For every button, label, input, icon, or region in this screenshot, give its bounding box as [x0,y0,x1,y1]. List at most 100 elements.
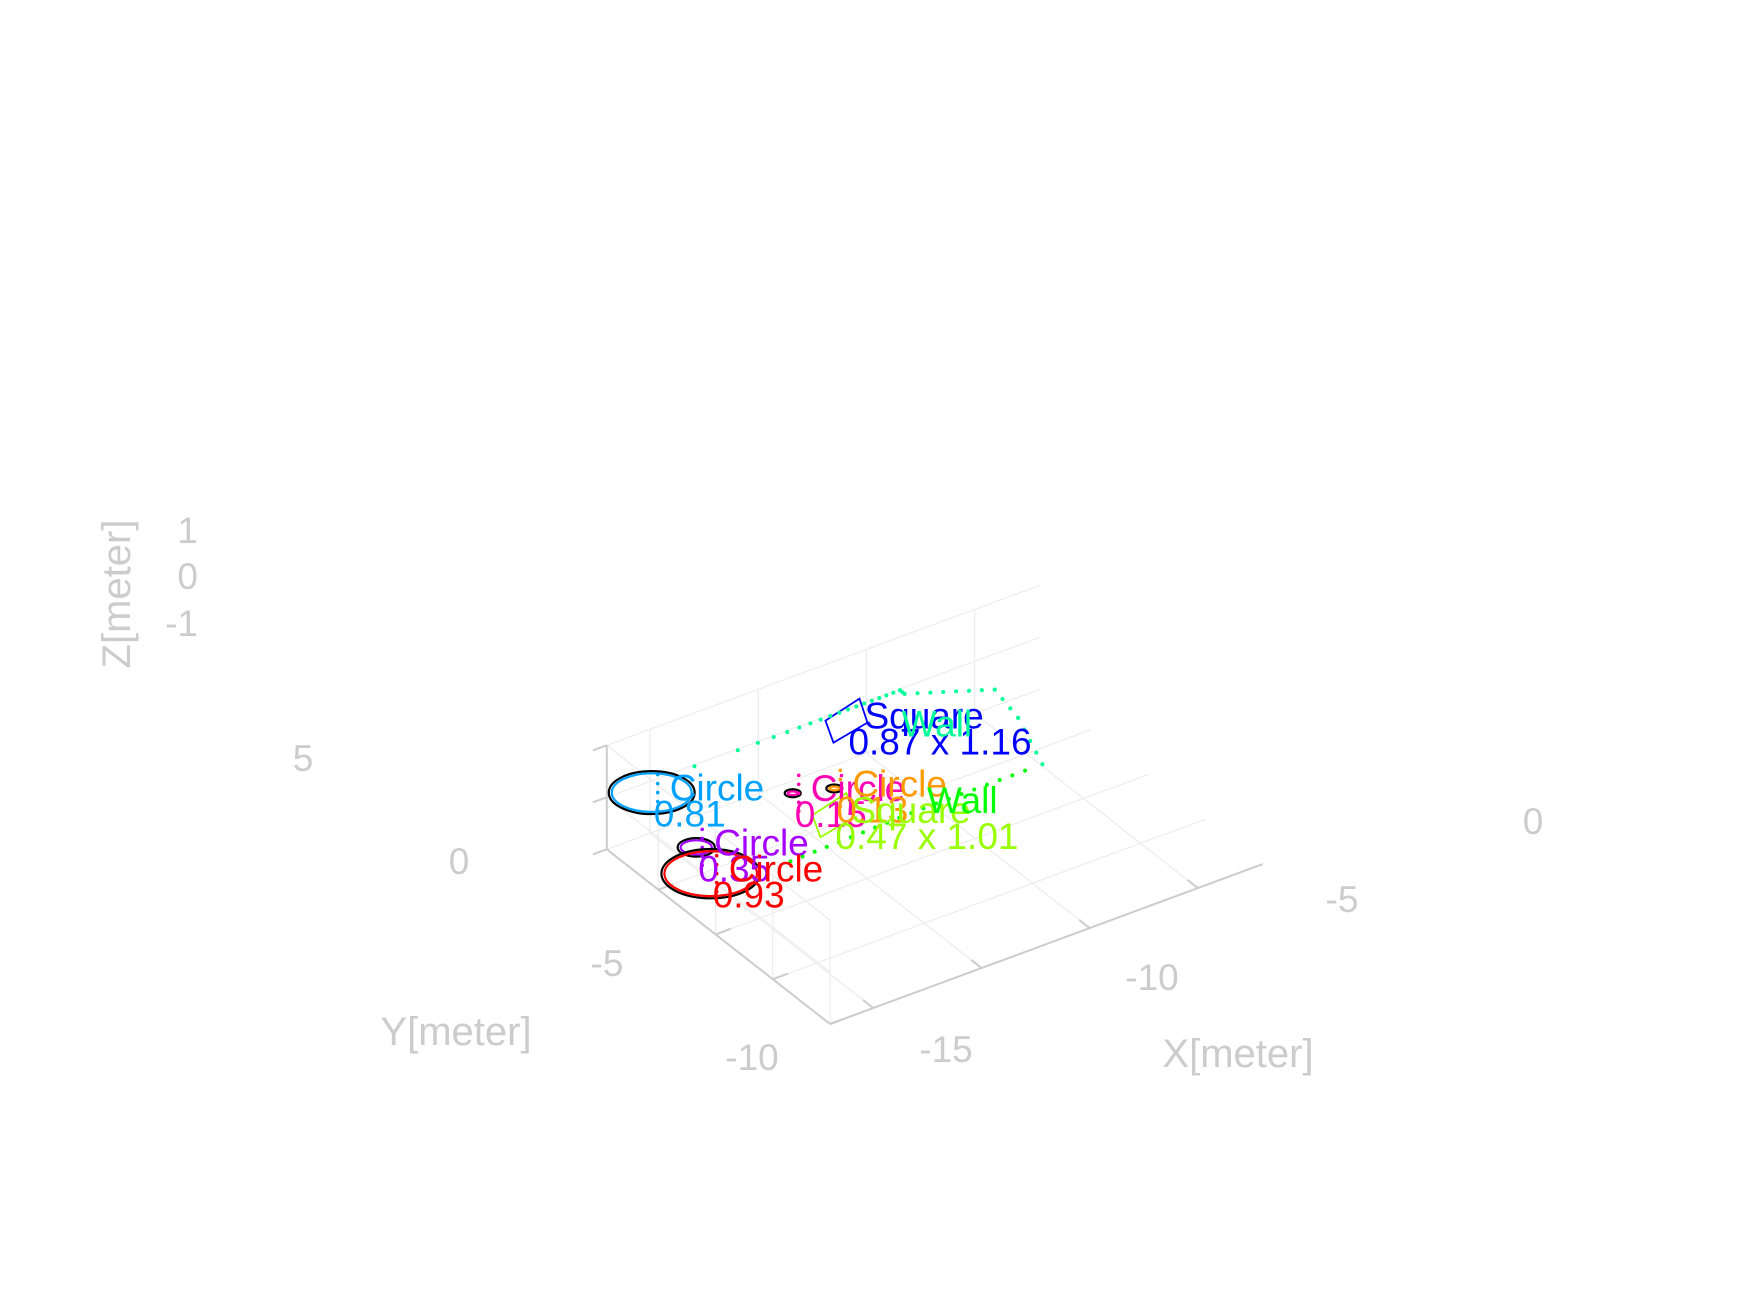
gridline [649,832,874,1009]
wall-point [1008,706,1013,711]
wall-point [837,710,842,715]
wall-point [824,844,829,849]
object-value-label: 0.47 x 1.01 [835,816,1018,857]
wall-point [966,688,971,693]
x-tick-label: 0 [1523,801,1544,842]
y-tick-label: -5 [591,943,624,984]
axes [592,744,1264,1025]
circle-point [838,786,843,791]
wall-point [891,690,896,695]
wall-point [818,717,823,722]
gridline [715,773,1149,935]
circle-outline-mark [825,783,844,794]
chart-marks [607,687,1045,900]
wall-point [1034,750,1039,755]
y-tick [772,972,789,981]
wall-point [877,695,882,700]
wall-point [735,748,740,753]
circle-point [655,772,660,777]
wall-point [997,778,1002,783]
y-tick [829,1017,846,1025]
wall-point [800,854,805,859]
wall-point [902,691,907,696]
z-tick-label: 0 [177,556,198,597]
wall-point [1023,768,1028,773]
circle-point [838,768,843,773]
object-kind-label: Circle [852,763,947,804]
gridline [606,688,1040,850]
gridline [606,584,1040,746]
circle-point [655,790,660,795]
circle-point [700,827,705,832]
circle-point [714,880,719,885]
wall-label: Wall [927,780,998,821]
z-tick [592,744,608,752]
y-tick-label: -10 [725,1037,778,1078]
object-kind-label: Square [851,790,970,831]
x-tick-label: -5 [1326,879,1359,920]
x-tick [1186,879,1199,889]
circle-point [714,889,719,894]
wall-label: Wall [902,703,973,744]
wall-point [785,729,790,734]
y-axis-line [606,848,831,1025]
x-axis-title: X[meter] [1162,1032,1313,1076]
circle-point [714,853,719,858]
circle-outline-mark [607,770,696,816]
wall-point [921,806,926,811]
z-axis-title: Z[meter] [95,520,139,669]
object-value-label: 0.15 [795,794,867,835]
circle-mark [679,839,713,856]
wall-point [692,764,697,769]
wall-point [797,725,802,730]
circle-point [655,808,660,813]
x-axis-line [829,863,1264,1025]
circle-point [838,804,843,809]
circle-point [796,809,801,814]
wall-point [828,714,833,719]
wall-point [934,801,939,806]
x-tick-label: -15 [919,1029,972,1070]
object-kind-label: Circle [729,849,824,890]
x-tick [862,999,874,1009]
wall-point [771,734,776,739]
gridline [658,729,1092,891]
circle-point [700,863,705,868]
circle-mark [610,772,693,813]
square-mark [811,791,856,839]
wall-point [846,707,851,712]
wall-point [946,796,951,801]
wall-point [854,704,859,709]
gridline [606,636,1040,798]
z-tick-label: -1 [165,603,198,644]
circle-point [655,799,660,804]
wall-point [1022,727,1027,732]
z-tick-label: 1 [177,510,198,551]
wall-point [788,859,793,864]
circle-point [796,773,801,778]
wall-point [1016,715,1021,720]
wall-point [1000,696,1005,701]
circle-mark [663,850,759,898]
wall-point [992,687,997,692]
circle-point [655,781,660,786]
wall-point [873,825,878,830]
wall-point [1010,773,1015,778]
object-value-label: 0.87 x 1.16 [848,722,1031,763]
gridline [866,752,1091,929]
object-value-label: 0.13 [836,789,908,830]
x-tick [970,959,983,969]
wall-point [979,688,984,693]
wall-point [869,698,874,703]
circle-point [796,782,801,787]
wall-point [755,740,760,745]
object-value-label: 0.35 [698,848,770,889]
circle-outline-mark [676,836,716,858]
wall-point [808,721,813,726]
wall-point [928,690,933,695]
object-value-label: 0.81 [654,794,726,835]
y-tick-label: 0 [449,841,470,882]
wall-point [1028,739,1033,744]
circle-point [796,791,801,796]
wall-point [909,811,914,816]
